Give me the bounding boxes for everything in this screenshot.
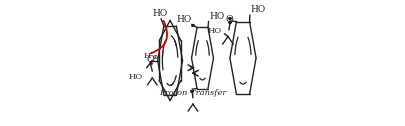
Text: HO: HO [207, 27, 222, 35]
FancyArrowPatch shape [151, 21, 167, 53]
Text: O: O [226, 15, 234, 24]
Text: ⊕: ⊕ [153, 55, 158, 60]
Text: HO: HO [176, 15, 192, 24]
Text: HO: HO [250, 5, 266, 14]
Text: H: H [143, 52, 151, 59]
Text: O: O [147, 55, 154, 64]
Text: Proton Transfer: Proton Transfer [160, 89, 227, 97]
Text: HO: HO [129, 73, 143, 81]
Text: HO: HO [209, 12, 224, 21]
Text: HO: HO [153, 9, 168, 18]
